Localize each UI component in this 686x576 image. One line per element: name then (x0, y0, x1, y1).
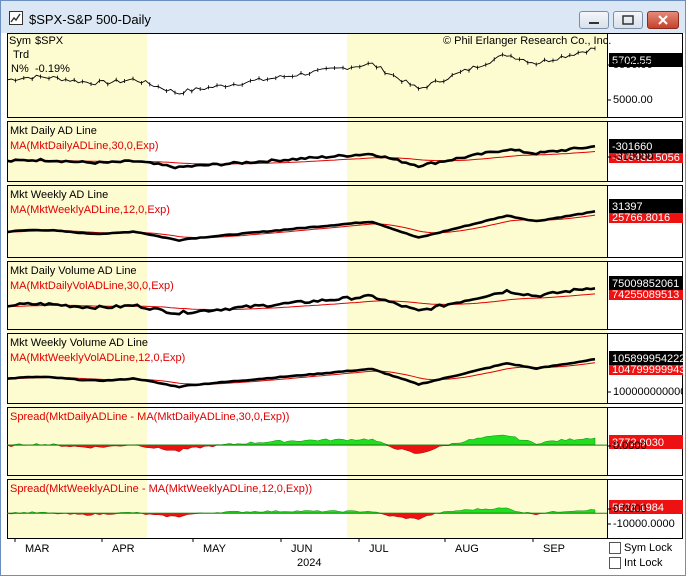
panel-ma-label-weekly_vol_ad: MA(MktWeeklyVolADLine,12,0,Exp) (10, 352, 185, 364)
int-lock-checkbox[interactable] (609, 557, 621, 569)
value-box-spread_daily (609, 435, 683, 449)
title-bar[interactable]: $SPX-S&P 500-Daily (1, 1, 685, 33)
panel-label-spread_daily: Spread(MktDailyADLine - MA(MktDailyADLin… (10, 411, 289, 423)
value-text-weekly_vol_ad: 105899954222 (612, 353, 683, 365)
series-line-weekly_vol_ad (7, 357, 596, 389)
x-axis-month-label: AUG (455, 543, 479, 555)
chart-area[interactable]: Sym $SPX Trd N% -0.19% © Phil Erlanger R… (7, 33, 683, 559)
sym-lock-checkbox[interactable] (609, 542, 621, 554)
axis-tick-label-weekly_vol_ad: 100000000000 (613, 386, 683, 398)
axis-tick-label-daily_ad: -310000 (613, 151, 653, 163)
second-value-box-daily_vol_ad (609, 288, 683, 300)
panel-label-spread_weekly: Spread(MktWeeklyADLine - MA(MktWeeklyADL… (10, 483, 312, 495)
sym-lock-label: Sym Lock (624, 542, 673, 554)
value-text-spread_daily: 3772.9030 (612, 437, 664, 449)
value-text-daily_ad: -301660 (612, 141, 652, 153)
value-text-weekly_ad: 31397 (612, 201, 643, 213)
panel-frame-price (7, 33, 683, 118)
value-box-daily_vol_ad (609, 276, 683, 290)
panel-label-weekly_ad: Mkt Weekly AD Line (10, 189, 108, 201)
value-text-daily_vol_ad: 75009852061 (612, 278, 679, 290)
panel-ma-label-weekly_ad: MA(MktWeeklyADLine,12,0,Exp) (10, 204, 170, 216)
highlight-band-2 (347, 33, 607, 538)
close-button[interactable] (647, 11, 679, 29)
axis-tick-label-price: 5500.00 (613, 59, 653, 71)
panel-ma-label-daily_vol_ad: MA(MktDailyVolADLine,30,0,Exp) (10, 280, 174, 292)
panel-label-daily_ad: Mkt Daily AD Line (10, 125, 97, 137)
pct-label: N% (11, 63, 29, 75)
second-value-text-weekly_vol_ad: 104799999943 (612, 364, 683, 376)
series-line-daily_vol_ad (7, 287, 596, 316)
window-title: $SPX-S&P 500-Daily (29, 12, 151, 27)
second-value-box-daily_ad (609, 151, 683, 163)
series-line-weekly_ad (7, 210, 596, 243)
second-value-box-weekly_vol_ad (609, 363, 683, 375)
second-value-text-daily_vol_ad: 74255089513 (612, 289, 679, 301)
axis-tick-label-spread_weekly: 0.0000 (613, 503, 647, 515)
trd-label: Trd (13, 49, 29, 61)
panel-ma-label-daily_ad: MA(MktDailyADLine,30,0,Exp) (10, 140, 159, 152)
x-axis-month-label: SEP (543, 543, 565, 555)
value-box-daily_ad (609, 139, 683, 153)
x-axis-month-label: MAR (25, 543, 50, 555)
panel-label-daily_vol_ad: Mkt Daily Volume AD Line (10, 265, 137, 277)
x-axis-month-label: MAY (203, 543, 227, 555)
value-box-weekly_vol_ad (609, 351, 683, 365)
value-box-weekly_ad (609, 199, 683, 213)
value-box-price (609, 53, 683, 67)
value-text-spread_weekly: 5628.1984 (612, 502, 664, 514)
pct-value: -0.19% (35, 63, 70, 75)
int-lock-label: Int Lock (624, 557, 663, 569)
copyright-text: © Phil Erlanger Research Co., Inc. (443, 35, 611, 47)
maximize-button[interactable] (613, 11, 643, 29)
sym-label: Sym (9, 35, 31, 47)
axis-tick-label-price: 5000.00 (613, 94, 653, 106)
x-axis-month-label: APR (112, 543, 135, 555)
minimize-button[interactable] (579, 11, 609, 29)
axis-tick-label-spread_daily: 0.0000 (613, 440, 647, 452)
panel-label-weekly_vol_ad: Mkt Weekly Volume AD Line (10, 337, 148, 349)
chart-app-icon (9, 11, 23, 25)
series-line-daily_ad (7, 144, 596, 170)
value-text-price: 5702.55 (612, 55, 652, 67)
x-axis-month-label: JUN (291, 543, 312, 555)
axis-tick-label-spread_weekly: -10000.0000 (613, 518, 675, 530)
x-axis-year: 2024 (297, 557, 322, 569)
x-axis-month-label: JUL (369, 543, 389, 555)
second-value-text-daily_ad: -305432.5056 (612, 152, 680, 164)
second-value-text-weekly_ad: 25766.8016 (612, 212, 670, 224)
second-value-box-weekly_ad (609, 211, 683, 223)
value-box-spread_weekly (609, 500, 683, 514)
sym-value: $SPX (35, 35, 64, 47)
